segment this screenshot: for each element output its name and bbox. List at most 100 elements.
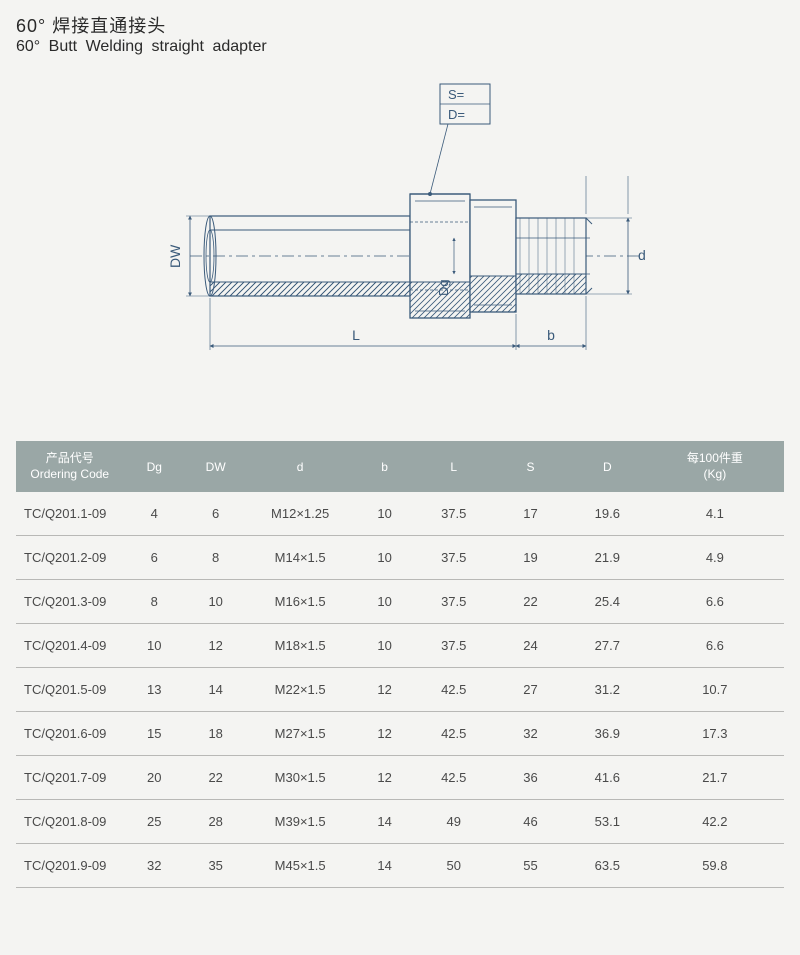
cell-S: 22 xyxy=(492,580,569,624)
cell-Dg: 10 xyxy=(124,624,185,668)
cell-D: 25.4 xyxy=(569,580,646,624)
svg-text:d: d xyxy=(638,247,646,263)
name-en: Butt Welding straight adapter xyxy=(49,38,267,55)
cell-L: 50 xyxy=(415,844,492,888)
cell-S: 55 xyxy=(492,844,569,888)
col-Dg: Dg xyxy=(124,441,185,492)
cell-wt: 4.9 xyxy=(646,536,784,580)
table-row: TC/Q201.4-091012M18×1.51037.52427.76.6 xyxy=(16,624,784,668)
cell-wt: 6.6 xyxy=(646,580,784,624)
svg-text:DW: DW xyxy=(167,244,183,268)
cell-d: M27×1.5 xyxy=(246,712,354,756)
cell-d: M45×1.5 xyxy=(246,844,354,888)
title-cn: 60° 焊接直通接头 xyxy=(16,12,784,38)
cell-DW: 28 xyxy=(185,800,246,844)
cell-code: TC/Q201.9-09 xyxy=(16,844,124,888)
cell-L: 49 xyxy=(415,800,492,844)
table-row: TC/Q201.5-091314M22×1.51242.52731.210.7 xyxy=(16,668,784,712)
col-D: D xyxy=(569,441,646,492)
cell-L: 42.5 xyxy=(415,668,492,712)
cell-S: 27 xyxy=(492,668,569,712)
cell-Dg: 20 xyxy=(124,756,185,800)
cell-D: 19.6 xyxy=(569,492,646,536)
cell-Dg: 32 xyxy=(124,844,185,888)
svg-text:S=: S= xyxy=(448,87,464,102)
cell-D: 63.5 xyxy=(569,844,646,888)
cell-D: 27.7 xyxy=(569,624,646,668)
cell-d: M16×1.5 xyxy=(246,580,354,624)
cell-code: TC/Q201.4-09 xyxy=(16,624,124,668)
cell-code: TC/Q201.8-09 xyxy=(16,800,124,844)
col-wt: 每100件重(Kg) xyxy=(646,441,784,492)
cell-wt: 17.3 xyxy=(646,712,784,756)
cell-code: TC/Q201.2-09 xyxy=(16,536,124,580)
col-DW: DW xyxy=(185,441,246,492)
cell-Dg: 8 xyxy=(124,580,185,624)
cell-S: 24 xyxy=(492,624,569,668)
cell-Dg: 15 xyxy=(124,712,185,756)
cell-b: 12 xyxy=(354,712,415,756)
table-row: TC/Q201.9-093235M45×1.514505563.559.8 xyxy=(16,844,784,888)
cell-d: M12×1.25 xyxy=(246,492,354,536)
angle-cn: 60° xyxy=(16,16,46,36)
cell-L: 37.5 xyxy=(415,580,492,624)
cell-wt: 42.2 xyxy=(646,800,784,844)
cell-DW: 6 xyxy=(185,492,246,536)
col-d: d xyxy=(246,441,354,492)
cell-b: 10 xyxy=(354,492,415,536)
cell-DW: 18 xyxy=(185,712,246,756)
cell-code: TC/Q201.7-09 xyxy=(16,756,124,800)
cell-L: 37.5 xyxy=(415,536,492,580)
cell-S: 32 xyxy=(492,712,569,756)
svg-text:Dg: Dg xyxy=(436,279,451,296)
svg-text:D=: D= xyxy=(448,107,465,122)
col-L: L xyxy=(415,441,492,492)
cell-Dg: 13 xyxy=(124,668,185,712)
cell-b: 10 xyxy=(354,624,415,668)
cell-Dg: 4 xyxy=(124,492,185,536)
cell-S: 36 xyxy=(492,756,569,800)
table-row: TC/Q201.7-092022M30×1.51242.53641.621.7 xyxy=(16,756,784,800)
cell-S: 17 xyxy=(492,492,569,536)
cell-S: 19 xyxy=(492,536,569,580)
col-S: S xyxy=(492,441,569,492)
cell-DW: 22 xyxy=(185,756,246,800)
cell-DW: 35 xyxy=(185,844,246,888)
cell-L: 42.5 xyxy=(415,712,492,756)
col-code: 产品代号Ordering Code xyxy=(16,441,124,492)
cell-D: 41.6 xyxy=(569,756,646,800)
cell-D: 21.9 xyxy=(569,536,646,580)
cell-d: M18×1.5 xyxy=(246,624,354,668)
cell-d: M14×1.5 xyxy=(246,536,354,580)
cell-code: TC/Q201.3-09 xyxy=(16,580,124,624)
table-row: TC/Q201.3-09810M16×1.51037.52225.46.6 xyxy=(16,580,784,624)
title-en: 60° Butt Welding straight adapter xyxy=(16,38,784,56)
cell-Dg: 25 xyxy=(124,800,185,844)
cell-D: 53.1 xyxy=(569,800,646,844)
cell-L: 37.5 xyxy=(415,492,492,536)
cell-wt: 6.6 xyxy=(646,624,784,668)
cell-Dg: 6 xyxy=(124,536,185,580)
table-row: TC/Q201.2-0968M14×1.51037.51921.94.9 xyxy=(16,536,784,580)
cell-DW: 8 xyxy=(185,536,246,580)
cell-b: 12 xyxy=(354,756,415,800)
cell-code: TC/Q201.1-09 xyxy=(16,492,124,536)
cell-L: 37.5 xyxy=(415,624,492,668)
name-cn: 焊接直通接头 xyxy=(52,16,166,36)
cell-wt: 21.7 xyxy=(646,756,784,800)
cell-d: M39×1.5 xyxy=(246,800,354,844)
cell-S: 46 xyxy=(492,800,569,844)
cell-L: 42.5 xyxy=(415,756,492,800)
cell-d: M30×1.5 xyxy=(246,756,354,800)
technical-diagram: DW Dg d Lb S= D= xyxy=(16,66,784,391)
cell-DW: 10 xyxy=(185,580,246,624)
svg-text:L: L xyxy=(352,327,360,343)
svg-text:b: b xyxy=(547,327,555,343)
cell-b: 10 xyxy=(354,580,415,624)
title-block: 60° 焊接直通接头 60° Butt Welding straight ada… xyxy=(16,12,784,56)
table-row: TC/Q201.6-091518M27×1.51242.53236.917.3 xyxy=(16,712,784,756)
cell-b: 14 xyxy=(354,844,415,888)
cell-D: 31.2 xyxy=(569,668,646,712)
spec-table-head: 产品代号Ordering CodeDgDWdbLSD每100件重(Kg) xyxy=(16,441,784,492)
spec-table: 产品代号Ordering CodeDgDWdbLSD每100件重(Kg) TC/… xyxy=(16,441,784,888)
